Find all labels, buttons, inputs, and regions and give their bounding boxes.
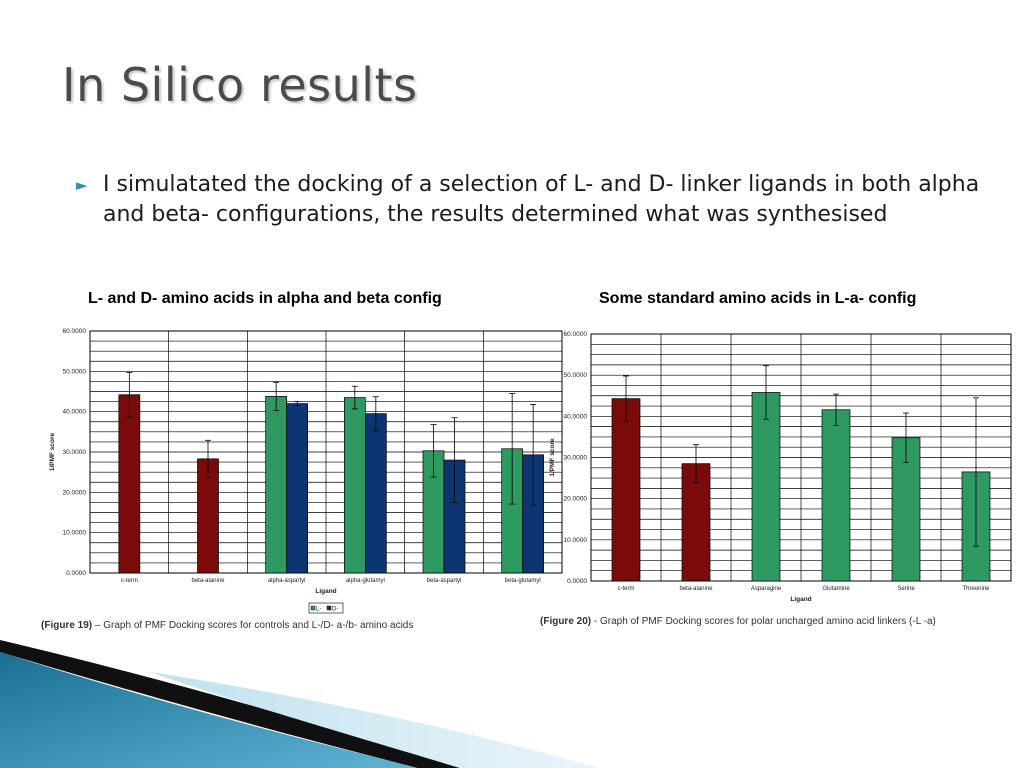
- y-tick-label: 60.0000: [564, 331, 588, 338]
- chart-left: 0.0000 10.0000 20.0000 30.0000 40.0000 50.000…: [49, 328, 563, 614]
- bullet-arrow-icon: ►: [76, 176, 88, 194]
- x-axis-label: Ligand: [315, 588, 336, 595]
- x-axis-label: Ligand: [790, 596, 811, 603]
- bullet-text: I simulatated the docking of a selection…: [103, 172, 980, 227]
- legend-label: D-: [332, 607, 338, 613]
- x-tick-label: c-term: [121, 578, 138, 584]
- legend-label: L-: [316, 607, 321, 613]
- y-tick-label: 40.0000: [564, 413, 588, 420]
- y-tick-label: 40.0000: [63, 409, 87, 416]
- figure-caption-text: – Graph of PMF Docking scores for contro…: [92, 620, 414, 631]
- x-tick-label: Threonine: [962, 586, 990, 592]
- y-tick-label: 0.0000: [567, 578, 587, 585]
- y-tick-label: 50.0000: [63, 368, 87, 375]
- figure-caption-left: (Figure 19) – Graph of PMF Docking score…: [41, 620, 413, 631]
- x-tick-label: Glutamine: [822, 586, 850, 592]
- y-axis-label: 1/PMF score: [49, 432, 56, 471]
- y-tick-label: 30.0000: [564, 455, 588, 462]
- chart-heading-left: L- and D- amino acids in alpha and beta …: [88, 290, 442, 307]
- legend-swatch: [326, 605, 332, 611]
- figure-label: (Figure 20): [540, 616, 592, 627]
- y-tick-label: 10.0000: [63, 530, 87, 537]
- chart-right: 0.0000 10.0000 20.0000 30.0000 40.0000 50.000…: [549, 331, 1012, 603]
- y-tick-label: 20.0000: [63, 489, 87, 496]
- x-tick-label: beta-alanine: [191, 578, 225, 584]
- x-tick-label: Serine: [897, 586, 915, 592]
- slide-title: In Silico results: [62, 58, 418, 112]
- bar: [681, 463, 711, 582]
- figure-label: (Figure 19): [41, 620, 93, 631]
- x-tick-label: beta-glutamyl: [505, 578, 541, 584]
- bar: [821, 409, 851, 582]
- legend-swatch: [310, 605, 316, 611]
- x-tick-label: alpha-glutamyl: [346, 578, 385, 584]
- y-tick-label: 50.0000: [564, 372, 588, 379]
- y-tick-label: 10.0000: [564, 537, 588, 544]
- figure-caption-right: (Figure 20) - Graph of PMF Docking score…: [540, 616, 936, 627]
- figure-caption-text: - Graph of PMF Docking scores for polar …: [591, 616, 936, 627]
- chart-heading-right: Some standard amino acids in L-a- config: [599, 290, 917, 307]
- x-tick-label: Asparagine: [751, 586, 782, 592]
- y-tick-label: 60.0000: [63, 328, 87, 335]
- x-tick-label: beta-aspartyl: [427, 578, 462, 584]
- y-tick-label: 0.0000: [66, 570, 86, 577]
- x-tick-label: alpha-aspartyl: [268, 578, 306, 584]
- x-tick-label: c-term: [618, 586, 635, 592]
- x-tick-label: beta-alanine: [679, 586, 713, 592]
- y-tick-label: 30.0000: [63, 449, 87, 456]
- y-tick-label: 20.0000: [564, 496, 588, 503]
- legend-box: [308, 602, 344, 614]
- y-axis-label: 1/PMF score: [549, 438, 556, 477]
